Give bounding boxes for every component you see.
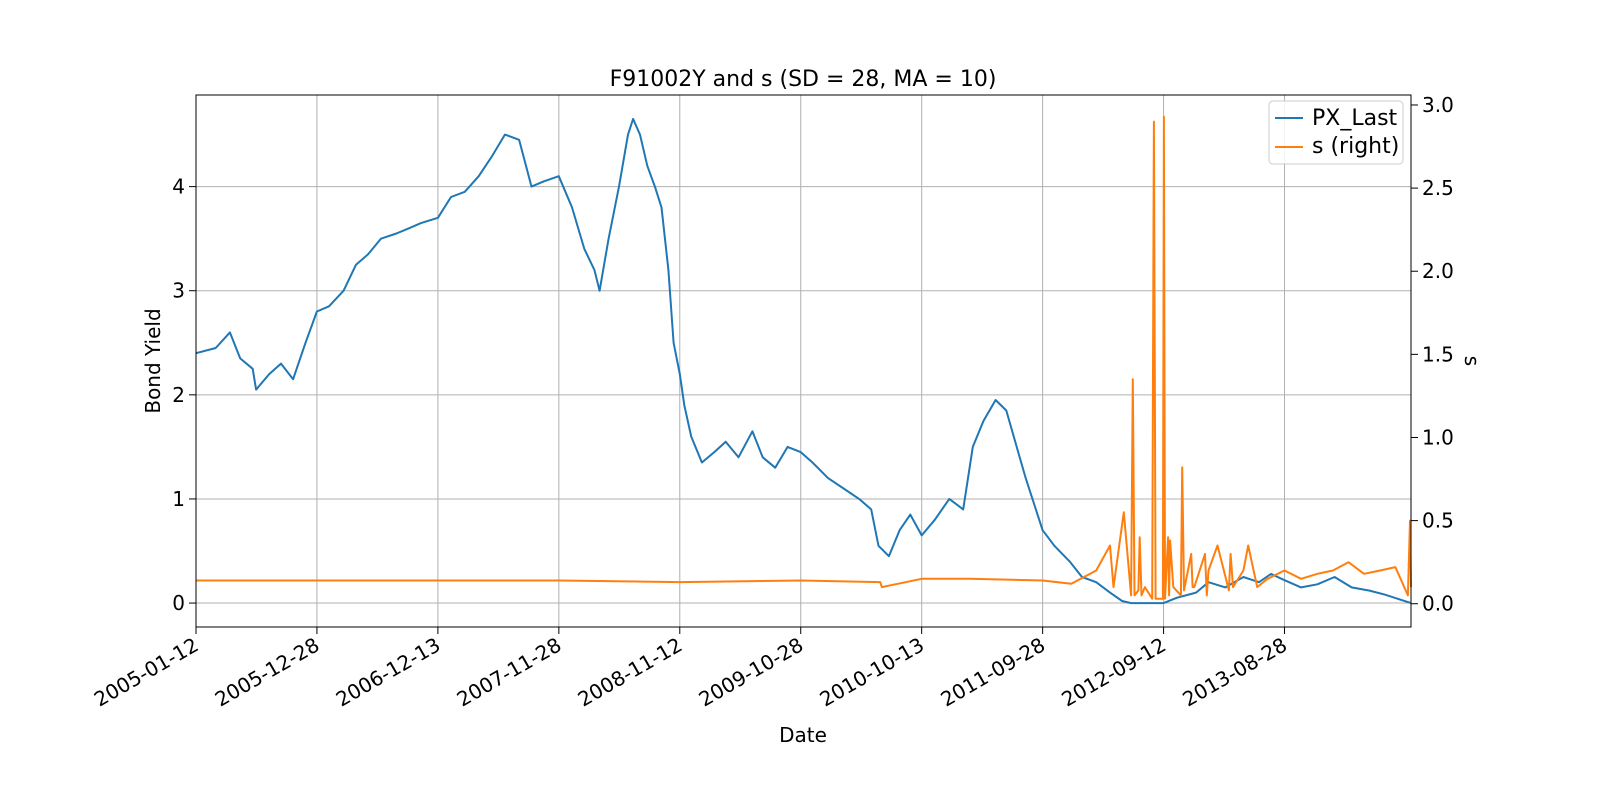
y-tick-label: 0 [172,591,185,615]
x-tick-label: 2011-09-28 [936,633,1049,712]
grid-lines [195,95,1411,627]
y-tick-label: 4 [172,175,185,199]
chart-title: F91002Y and s (SD = 28, MA = 10) [610,67,997,92]
y-axis-left: 0 1 2 3 4 [172,175,196,615]
x-axis: 2005-01-12 2005-12-28 2006-12-13 2007-11-28… [90,627,1291,711]
plot-frame [195,94,1412,628]
y-tick-label: 1 [172,487,185,511]
y2-tick-label: 1.0 [1422,425,1454,449]
y2-tick-label: 2.5 [1422,176,1454,200]
y-tick-label: 2 [172,383,185,407]
y2-tick-label: 3.0 [1422,93,1454,117]
y2-tick-label: 0.5 [1422,509,1454,533]
y-tick-label: 3 [172,279,185,303]
series-line-px-last [195,117,1412,605]
y-axis-right: 0.0 0.5 1.0 1.5 2.0 2.5 3.0 [1411,93,1454,616]
x-tick-label: 2012-09-12 [1057,633,1170,712]
y2-axis-title: s [1460,356,1484,366]
x-tick-label: 2006-12-13 [332,633,445,712]
y2-tick-label: 0.0 [1422,592,1454,616]
x-axis-title: Date [779,723,827,747]
x-tick-label: 2013-08-28 [1178,633,1291,712]
plot-series [195,115,1412,605]
x-tick-label: 2007-11-28 [453,633,566,712]
legend-label-px-last: PX_Last [1312,106,1398,131]
y2-tick-label: 1.5 [1422,342,1454,366]
legend: PX_Last s (right) [1268,100,1404,165]
y2-tick-label: 2.0 [1422,259,1454,283]
x-tick-label: 2009-10-28 [695,633,808,712]
y-axis-title: Bond Yield [141,308,165,413]
legend-box [1268,100,1404,165]
x-tick-label: 2005-01-12 [90,633,203,712]
x-tick-label: 2010-10-13 [816,633,929,712]
series-line-s-right [196,115,1412,600]
legend-label-s-right: s (right) [1312,134,1399,159]
x-tick-label: 2005-12-28 [211,633,324,712]
x-tick-label: 2008-11-12 [574,633,687,712]
